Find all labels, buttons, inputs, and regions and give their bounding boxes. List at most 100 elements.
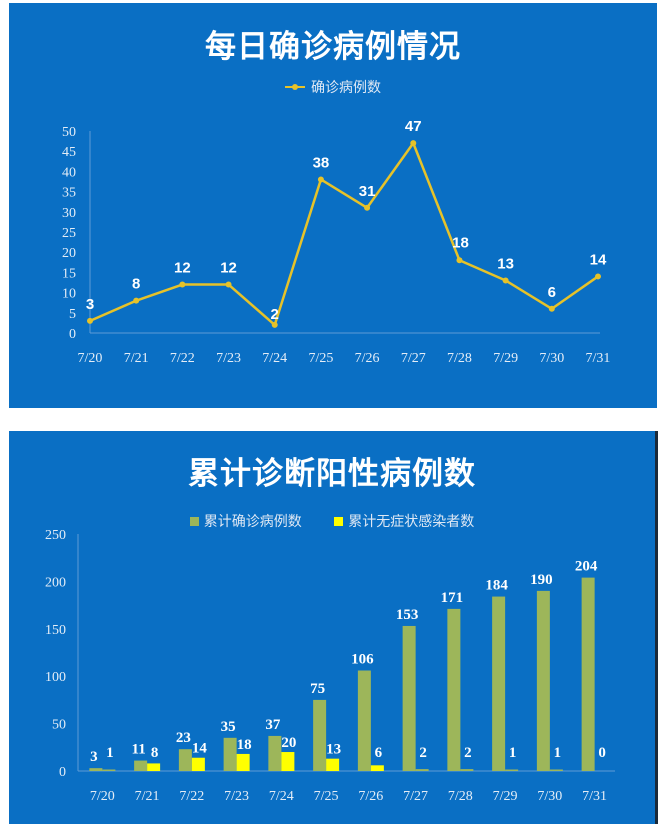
x-tick-label: 7/22 (179, 789, 204, 804)
bar-asymptomatic (326, 758, 340, 771)
y-tick-label: 100 (45, 670, 66, 685)
data-point (410, 140, 417, 147)
data-label-confirmed: 37 (265, 717, 281, 733)
bar-asymptomatic (236, 753, 250, 771)
legend-label: 累计无症状感染者数 (348, 514, 475, 530)
bar-confirmed (492, 596, 506, 771)
bar-asymptomatic (415, 769, 429, 771)
bar-asymptomatic (505, 769, 519, 771)
bar-confirmed (223, 737, 237, 771)
x-tick-label: 7/29 (493, 789, 518, 804)
bar-confirmed (178, 749, 192, 771)
x-tick-label: 7/27 (401, 351, 426, 366)
bar-confirmed (89, 768, 103, 771)
data-label-confirmed: 11 (132, 742, 146, 758)
y-tick-label: 250 (45, 528, 66, 543)
data-label-confirmed: 190 (530, 572, 553, 588)
data-label-confirmed: 3 (90, 749, 98, 765)
data-point (317, 176, 324, 183)
data-label-asymptomatic: 14 (192, 741, 208, 757)
x-tick-label: 7/30 (537, 789, 562, 804)
legend-swatch-icon (189, 516, 199, 526)
bar-confirmed (447, 608, 461, 771)
data-label-asymptomatic: 20 (281, 735, 296, 751)
series-line (89, 141, 599, 327)
x-tick-label: 7/26 (355, 351, 380, 366)
x-tick-label: 7/22 (170, 351, 195, 366)
data-label: 6 (548, 284, 556, 301)
data-label: 38 (313, 154, 330, 171)
chart-title: 每日确诊病例情况 (205, 29, 461, 65)
data-label-asymptomatic: 8 (151, 745, 159, 761)
y-tick-label: 35 (62, 186, 76, 201)
x-tick-label: 7/25 (314, 789, 339, 804)
chart-title: 累计诊断阳性病例数 (188, 456, 476, 492)
data-label-asymptomatic: 0 (598, 745, 606, 761)
y-tick-label: 15 (62, 266, 76, 281)
data-label-asymptomatic: 1 (509, 745, 517, 761)
x-tick-label: 7/28 (447, 351, 472, 366)
y-tick-label: 150 (45, 623, 66, 638)
x-tick-label: 7/26 (358, 789, 383, 804)
legend-label: 累计确诊病例数 (203, 514, 302, 530)
chart-legend: 累计确诊病例数 累计无症状感染者数 (9, 511, 655, 531)
bar-asymptomatic (102, 769, 116, 771)
data-point (364, 204, 371, 211)
line-chart-plot: 0 5 10 15 20 25 30 35 40 45 50 7/20 7/21 7/22 7/23 7/24… (62, 118, 611, 366)
x-tick-label: 7/27 (403, 789, 428, 804)
bar-asymptomatic (191, 757, 205, 771)
line-marker-icon (285, 84, 305, 90)
bar-asymptomatic (370, 765, 384, 771)
data-point (87, 317, 93, 324)
data-label: 47 (405, 118, 422, 135)
bar-asymptomatic (460, 769, 474, 771)
bar-confirmed (357, 670, 371, 771)
y-tick-label: 40 (62, 165, 76, 180)
data-label: 12 (174, 260, 191, 277)
x-tick-label: 7/29 (493, 351, 518, 366)
legend-item-confirmed: 累计确诊病例数 (189, 511, 302, 531)
bar-asymptomatic (549, 769, 563, 771)
data-label-asymptomatic: 1 (106, 745, 114, 761)
data-label-confirmed: 171 (441, 590, 464, 606)
y-tick-label: 50 (52, 718, 66, 733)
y-tick-label: 10 (62, 287, 76, 302)
data-label-asymptomatic: 6 (375, 745, 383, 761)
x-tick-label: 7/23 (224, 789, 249, 804)
y-tick-label: 25 (62, 226, 76, 241)
y-tick-label: 30 (62, 206, 76, 221)
chart-legend: 确诊病例数 (9, 76, 657, 97)
bar-asymptomatic (281, 752, 295, 771)
data-label-confirmed: 75 (310, 681, 325, 697)
x-tick-label: 7/20 (90, 789, 115, 804)
data-label: 31 (359, 183, 376, 200)
data-label-asymptomatic: 2 (464, 745, 472, 761)
data-label: 18 (452, 234, 469, 251)
bar-confirmed (402, 625, 416, 771)
data-label-asymptomatic: 2 (419, 745, 427, 761)
x-tick-label: 7/23 (216, 351, 241, 366)
x-tick-label: 7/24 (262, 351, 287, 366)
x-tick-label: 7/24 (269, 789, 294, 804)
x-tick-label: 7/21 (135, 789, 160, 804)
x-tick-label: 7/30 (539, 351, 564, 366)
legend-item-asymptomatic: 累计无症状感染者数 (334, 511, 474, 531)
x-tick-label: 7/31 (586, 351, 611, 366)
data-label-confirmed: 106 (351, 652, 374, 668)
data-label: 14 (590, 251, 607, 268)
bar-confirmed (581, 577, 595, 771)
bar-confirmed (536, 590, 550, 771)
data-label: 3 (86, 296, 94, 313)
data-point (595, 273, 601, 280)
bar-confirmed (134, 760, 148, 771)
data-label-asymptomatic: 18 (237, 737, 252, 753)
y-tick-label: 0 (69, 327, 76, 342)
legend-label: 确诊病例数 (311, 80, 381, 96)
x-tick-label: 7/31 (582, 789, 607, 804)
x-tick-label: 7/21 (124, 351, 149, 366)
bar-asymptomatic (147, 763, 161, 771)
data-point (548, 305, 555, 312)
data-point (456, 257, 463, 264)
bar-confirmed (313, 699, 327, 771)
